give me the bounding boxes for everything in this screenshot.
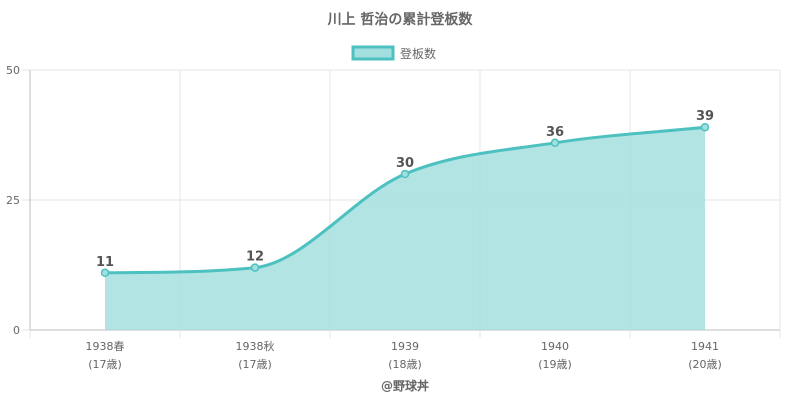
x-tick-label: 1939 [391,340,419,353]
y-tick-label: 25 [6,194,20,207]
x-tick-label: (19歳) [538,358,572,371]
legend-label: 登板数 [400,46,436,61]
x-tick-label: (17歳) [238,358,272,371]
data-point[interactable] [400,169,410,179]
data-label: 11 [96,255,114,270]
x-axis: 1938春 (17歳) 1938秋 (17歳) 1939 (18歳) 1940 (19歳) 19… [86,339,722,371]
data-label: 36 [546,125,564,140]
data-point[interactable] [100,268,110,278]
legend[interactable]: 登板数 [351,45,436,61]
data-point[interactable] [700,122,710,132]
x-tick-label: 1940 [541,340,569,353]
x-tick-label: 1941 [691,340,719,353]
y-axis: 0 25 50 [6,64,20,337]
data-label: 30 [396,156,414,171]
y-tick-label: 50 [6,64,20,77]
data-label: 12 [246,250,264,265]
x-tick-label: (17歳) [88,358,122,371]
data-point[interactable] [250,263,260,272]
chart-title: 川上 哲治の累計登板数 [327,11,474,28]
legend-swatch [351,45,395,61]
data-labels: 11 12 30 36 39 [96,109,714,270]
series-area [105,127,705,330]
x-tick-label: (20歳) [688,358,722,371]
data-label: 39 [696,109,714,124]
data-points[interactable] [100,122,710,278]
x-tick-label: (18歳) [388,358,422,371]
footer-credit: @野球丼 [381,378,429,393]
x-tick-label: 1938春 [86,340,125,353]
data-point[interactable] [550,138,560,148]
x-tick-label: 1938秋 [236,339,275,353]
y-tick-label: 0 [13,324,20,337]
